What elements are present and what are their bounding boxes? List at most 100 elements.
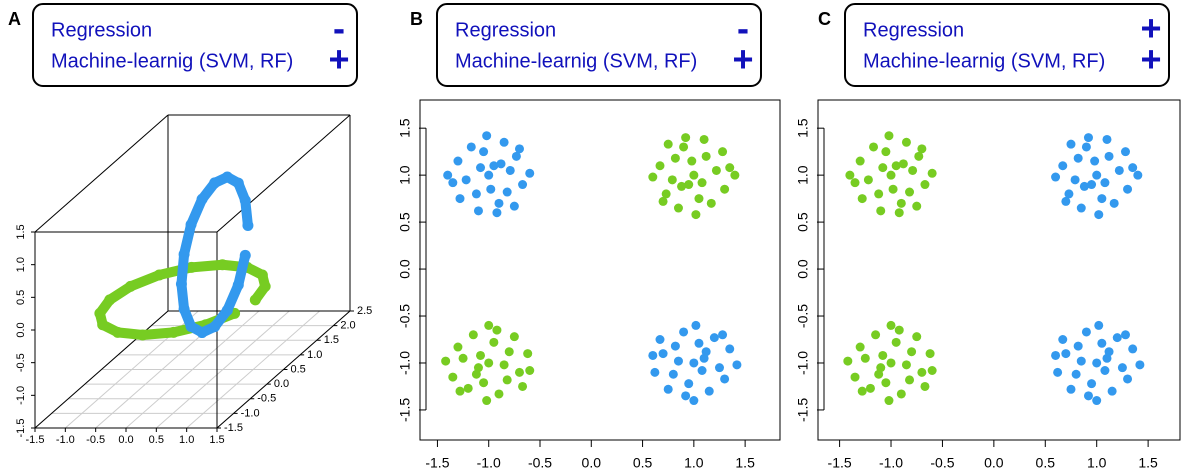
point	[896, 389, 906, 399]
point	[492, 325, 502, 335]
point	[1104, 347, 1114, 357]
point	[857, 194, 867, 204]
x-tick-label: -0.5	[86, 434, 105, 446]
y-tick-label: 1.5	[795, 118, 811, 138]
x-tick-label: -1.0	[56, 434, 75, 446]
point	[648, 350, 658, 360]
point	[1070, 175, 1080, 185]
panel-label: B	[410, 9, 423, 29]
point	[1100, 365, 1110, 375]
point	[448, 372, 458, 382]
point	[1114, 165, 1124, 175]
point	[1051, 350, 1061, 360]
y-tick-label: -1.0	[795, 351, 811, 375]
point	[104, 294, 116, 306]
y-tick-label: 1.0	[795, 165, 811, 185]
point	[891, 337, 901, 347]
point	[718, 330, 728, 340]
point	[185, 321, 197, 333]
point	[518, 180, 528, 190]
point	[1094, 320, 1104, 330]
point	[681, 133, 691, 143]
legend-text: Regression	[455, 19, 556, 41]
x-tick-label: 1.5	[209, 434, 224, 446]
point	[112, 326, 124, 338]
point	[476, 163, 486, 173]
point	[1051, 172, 1061, 182]
point	[881, 378, 891, 388]
point	[1087, 379, 1097, 389]
point	[509, 201, 519, 211]
point	[1104, 151, 1114, 161]
point	[843, 356, 853, 366]
point	[1120, 147, 1130, 157]
point	[455, 194, 465, 204]
legend-sign: +	[328, 39, 349, 80]
y-tick-label: -0.5	[397, 304, 413, 328]
legend-sign: +	[1140, 39, 1161, 80]
y-tick-label: -1.5	[397, 398, 413, 422]
ring	[94, 259, 271, 340]
point	[448, 178, 458, 188]
x-tick-label: 0.0	[118, 434, 133, 446]
point	[209, 321, 221, 333]
x-tick-label: 1.0	[684, 455, 704, 471]
point	[1079, 181, 1089, 191]
z-tick-label: 0.5	[15, 290, 27, 305]
point	[486, 184, 496, 194]
point	[661, 189, 671, 199]
point	[476, 350, 486, 360]
x-tick-label: -1.5	[828, 455, 852, 471]
point	[525, 365, 535, 375]
point	[489, 161, 499, 171]
point	[701, 151, 711, 161]
point	[691, 210, 701, 220]
point	[850, 372, 860, 382]
legend-sign: +	[732, 39, 753, 80]
point	[1117, 363, 1127, 373]
point	[668, 369, 678, 379]
point	[886, 358, 896, 368]
point	[239, 249, 251, 261]
point	[711, 165, 721, 175]
point	[677, 181, 687, 191]
point	[860, 353, 870, 363]
point	[509, 332, 519, 342]
y-tick-label: 0.5	[291, 363, 306, 375]
point	[1083, 133, 1093, 143]
point	[1061, 196, 1071, 206]
point	[175, 278, 187, 290]
point	[679, 142, 689, 152]
y-tick-label: 1.5	[324, 334, 339, 346]
point	[917, 367, 927, 377]
point	[471, 189, 481, 199]
point	[1081, 142, 1091, 152]
point	[1120, 330, 1130, 340]
legend-sign: +	[1140, 8, 1161, 49]
y-tick-label: -1.0	[397, 351, 413, 375]
point	[489, 337, 499, 347]
point	[453, 342, 463, 352]
point	[917, 144, 927, 154]
point	[479, 147, 489, 157]
point	[94, 307, 106, 319]
y-tick-label: 0.5	[795, 212, 811, 232]
point	[1102, 134, 1112, 144]
point	[886, 320, 896, 330]
point	[894, 325, 904, 335]
box-edge	[34, 114, 169, 233]
point	[1066, 139, 1076, 149]
point	[650, 367, 660, 377]
point	[689, 358, 699, 368]
point	[648, 172, 658, 182]
point	[699, 134, 709, 144]
point	[443, 170, 453, 180]
point	[658, 196, 668, 206]
point	[1090, 156, 1100, 166]
point	[884, 396, 894, 406]
point	[1087, 180, 1097, 190]
point	[701, 347, 711, 357]
point	[1092, 358, 1102, 368]
point	[186, 261, 198, 273]
legend-box	[844, 3, 1170, 87]
